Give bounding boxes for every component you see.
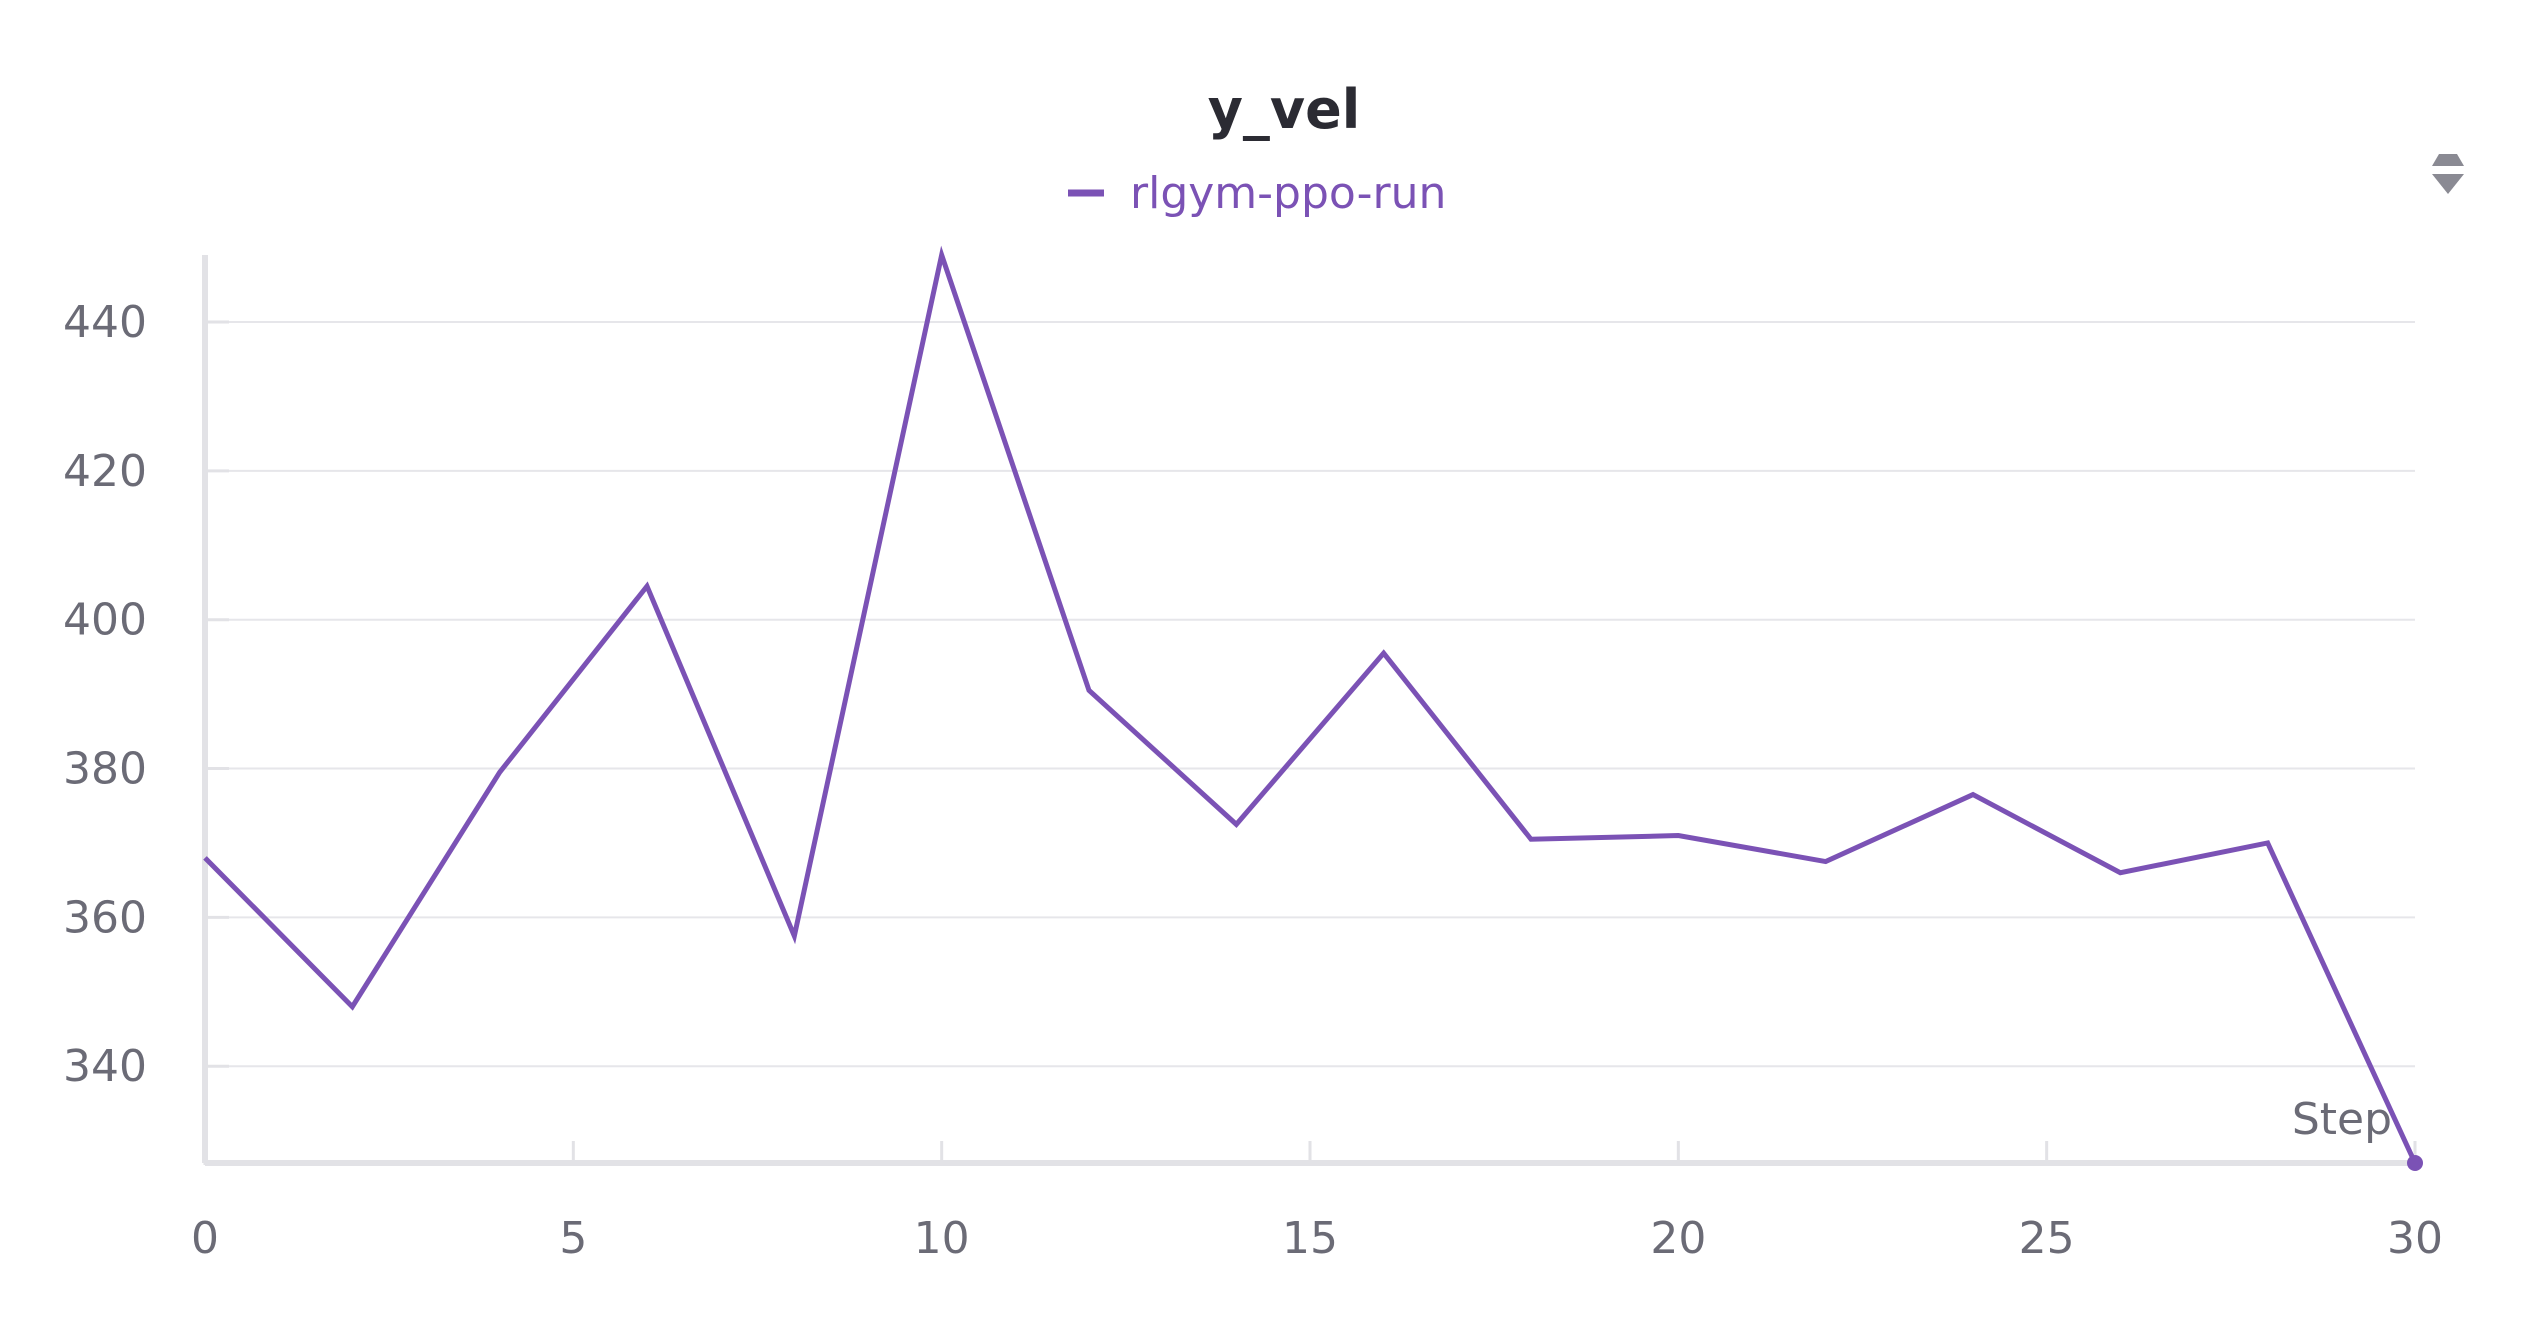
data-point-4[interactable]	[494, 766, 506, 778]
y-tick-label-420: 420	[63, 446, 147, 497]
series-lines	[199, 245, 2423, 1171]
chevron-up-down-icon[interactable]	[2420, 142, 2476, 198]
data-point-6[interactable]	[641, 580, 653, 592]
y-tick-label-380: 380	[63, 744, 147, 795]
data-point-14[interactable]	[1230, 818, 1242, 830]
x-tick-label-5: 5	[559, 1213, 587, 1264]
grid-lines	[205, 320, 2415, 1068]
data-point-26[interactable]	[2114, 867, 2126, 879]
data-point-0[interactable]	[199, 852, 211, 864]
x-tick-label-20: 20	[1650, 1213, 1706, 1264]
x-tick-label-25: 25	[2019, 1213, 2075, 1264]
data-point-8[interactable]	[788, 930, 800, 942]
tick-labels: 340 360 380 400 420 440 0 5 10 15 20 25 30	[63, 297, 2443, 1264]
legend[interactable]: rlgym-ppo-run	[1068, 168, 1446, 219]
x-tick-label-30: 30	[2387, 1213, 2443, 1264]
data-point-30[interactable]	[2407, 1155, 2423, 1171]
y-tick-label-440: 440	[63, 297, 147, 348]
x-tick-label-0: 0	[191, 1213, 219, 1264]
data-point-22[interactable]	[1820, 856, 1832, 868]
chart-title: y_vel	[1208, 78, 1361, 141]
x-axis-label: Step	[2292, 1094, 2392, 1145]
x-tick-label-10: 10	[914, 1213, 970, 1264]
data-point-12[interactable]	[1083, 684, 1095, 696]
data-point-24[interactable]	[1967, 789, 1979, 801]
series-line-rlgym-ppo-run	[203, 245, 2418, 1165]
y-tick-label-360: 360	[63, 892, 147, 943]
legend-label-rlgym-ppo-run: rlgym-ppo-run	[1130, 168, 1446, 219]
x-tick-label-15: 15	[1282, 1213, 1338, 1264]
data-point-10[interactable]	[936, 249, 948, 261]
data-point-20[interactable]	[1672, 830, 1684, 842]
axes	[202, 255, 2417, 1166]
data-point-2[interactable]	[346, 1001, 358, 1013]
y-tick-label-400: 400	[63, 595, 147, 646]
data-point-18[interactable]	[1525, 833, 1537, 845]
data-point-28[interactable]	[2262, 837, 2274, 849]
data-point-16[interactable]	[1378, 647, 1390, 659]
y-tick-label-340: 340	[63, 1041, 147, 1092]
